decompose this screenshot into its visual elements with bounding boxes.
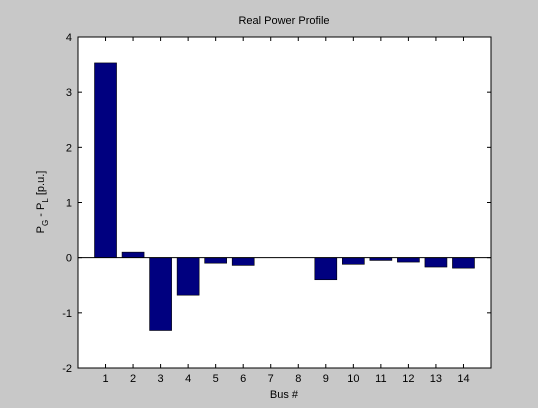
bar-bus-2 [121, 251, 145, 258]
bar-bus-9 [314, 257, 338, 281]
y-label-sub-l: L [41, 198, 50, 203]
x-tick-label: 14 [457, 373, 469, 385]
y-tick-label: -2 [62, 363, 72, 375]
y-tick-label: 1 [66, 198, 72, 210]
y-label-p: P [35, 226, 47, 233]
bar-bus-12 [397, 257, 420, 263]
x-tick-label: 13 [430, 373, 442, 385]
bar-bus-10 [342, 257, 365, 265]
x-tick-label: 2 [130, 373, 136, 385]
y-tick-label: 0 [66, 253, 72, 265]
x-axis-label: Bus # [270, 389, 299, 401]
x-tick-label: 11 [375, 373, 386, 385]
bar-bus-5 [204, 257, 227, 264]
x-tick-label: 1 [102, 373, 108, 385]
bar-bus-14 [452, 257, 475, 269]
y-tick-label: 4 [66, 32, 72, 44]
y-label-unit: [p.u.] [35, 171, 47, 199]
y-label-sub-g: G [41, 220, 50, 226]
x-tick-label: 3 [158, 373, 164, 385]
x-tick-label: 7 [268, 373, 274, 385]
x-tick-label: 10 [347, 373, 359, 385]
plot-area [77, 36, 492, 369]
x-tick-label: 8 [295, 373, 301, 385]
y-tick-label: 2 [66, 142, 72, 154]
x-tick-label: 5 [213, 373, 219, 385]
x-tick-label: 6 [240, 373, 246, 385]
bar-bus-1 [94, 62, 117, 258]
bar-bus-6 [231, 257, 255, 266]
bar-bus-3 [149, 257, 172, 331]
x-tick-label: 9 [323, 373, 329, 385]
chart-title: Real Power Profile [238, 15, 329, 27]
y-axis-label: PG - PL [p.u.] [35, 171, 50, 234]
bar-bus-13 [424, 257, 448, 268]
bar-bus-4 [176, 257, 200, 296]
y-tick-label: 3 [66, 87, 72, 99]
x-tick-label: 12 [402, 373, 414, 385]
y-label-minus-p: - P [35, 203, 47, 220]
y-tick-label: -1 [62, 308, 72, 320]
x-tick-label: 4 [185, 373, 191, 385]
